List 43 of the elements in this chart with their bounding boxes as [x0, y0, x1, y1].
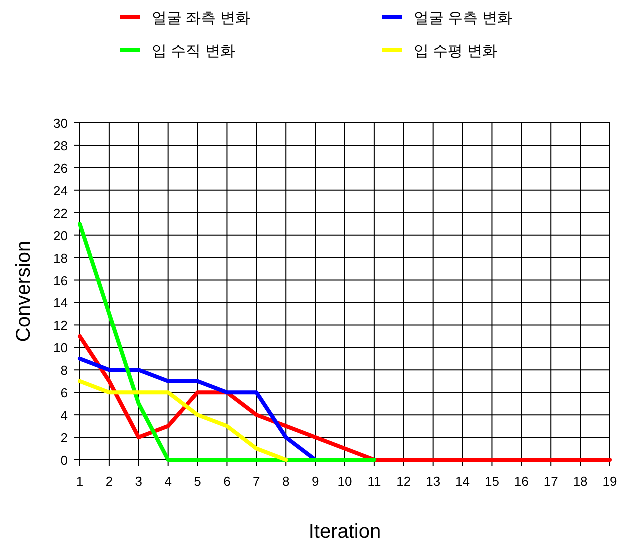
y-tick-label: 12: [54, 318, 68, 334]
x-axis-title: Iteration: [308, 521, 382, 543]
y-tick-label: 14: [54, 296, 68, 311]
x-tick-label: 3: [135, 474, 143, 489]
y-tick-label: 0: [60, 453, 68, 468]
y-tick-label: 20: [54, 228, 68, 244]
x-tick-label: 6: [224, 474, 231, 489]
y-tick-label: 6: [60, 386, 68, 401]
x-tick-label: 9: [312, 474, 320, 489]
legend-label: 입 수평 변화: [414, 43, 498, 60]
legend-label: 입 수직 변화: [152, 43, 236, 60]
x-tick-label: 13: [426, 474, 441, 489]
y-tick-label: 16: [54, 273, 68, 288]
y-tick-label: 10: [54, 340, 68, 356]
x-tick-label: 1: [76, 474, 84, 489]
x-tick-label: 10: [338, 474, 352, 489]
x-tick-label: 5: [194, 474, 202, 489]
y-tick-label: 8: [60, 363, 68, 378]
y-tick-label: 22: [54, 206, 68, 221]
y-tick-label: 30: [54, 116, 68, 131]
x-tick-label: 11: [368, 474, 382, 489]
y-tick-label: 26: [54, 160, 68, 176]
legend-label: 얼굴 우측 변화: [414, 10, 512, 27]
legend-label: 얼굴 좌측 변화: [152, 10, 250, 27]
x-tick-label: 14: [456, 474, 470, 489]
y-axis-title: Conversion: [13, 240, 35, 342]
line-series: [78, 222, 376, 462]
line-series: [78, 379, 288, 462]
x-tick-label: 16: [514, 474, 529, 489]
y-tick-label: 18: [54, 250, 68, 266]
x-tick-label: 18: [573, 474, 588, 489]
y-tick-label: 2: [60, 430, 68, 446]
y-tick-label: 28: [54, 138, 68, 154]
x-tick-label: 17: [544, 474, 558, 489]
y-tick-label: 24: [54, 183, 68, 198]
x-tick-label: 19: [602, 474, 618, 489]
x-tick-label: 7: [253, 474, 260, 489]
x-tick-label: 15: [484, 474, 500, 489]
x-tick-label: 12: [396, 474, 412, 489]
y-tick-label: 4: [60, 408, 68, 424]
x-tick-label: 8: [282, 474, 290, 489]
x-tick-label: 4: [164, 474, 172, 489]
x-tick-label: 2: [106, 474, 114, 489]
